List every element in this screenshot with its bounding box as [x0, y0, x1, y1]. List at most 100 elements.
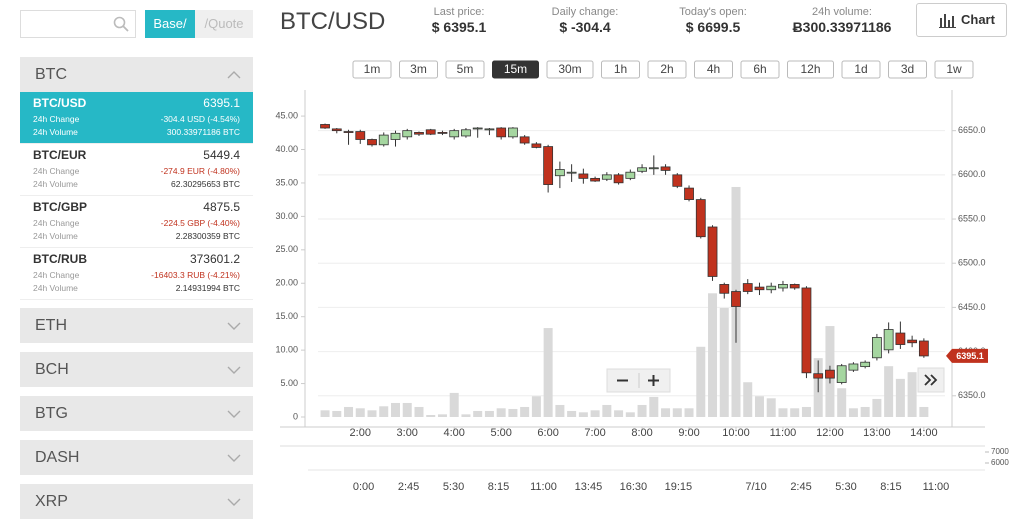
- y2-tick-label: 35.00: [275, 177, 298, 187]
- interval-box: [546, 60, 594, 79]
- pair-row[interactable]: BTC/GBP 4875.5 24h Change -224.5 GBP (-4.40…: [20, 196, 253, 248]
- interval-button[interactable]: 1m: [352, 60, 392, 79]
- stat-label: Today's open:: [679, 6, 747, 18]
- candle-body: [367, 139, 377, 146]
- interval-button[interactable]: 1w: [934, 60, 974, 79]
- candle-body: [907, 339, 918, 344]
- change-label: 24h Change: [33, 114, 80, 124]
- pair-name: BTC/USD: [33, 96, 87, 110]
- market-header[interactable]: ETH: [20, 308, 253, 343]
- interval-box: [787, 60, 834, 79]
- candle-body: [836, 365, 847, 383]
- volume-bar: [625, 412, 635, 417]
- pair-price: 5449.4: [203, 148, 240, 162]
- candle-body: [402, 130, 413, 138]
- y2-tick-label: 45.00: [275, 110, 298, 120]
- candle-body: [472, 127, 483, 130]
- interval-button[interactable]: 6h: [740, 60, 780, 79]
- x-tick-label: 12:00: [816, 427, 844, 439]
- pair-price: 373601.2: [189, 252, 240, 266]
- candle-body: [531, 143, 542, 148]
- interval-button[interactable]: 3d: [888, 60, 927, 79]
- interval-button[interactable]: 3m: [399, 60, 438, 79]
- candle-body: [378, 134, 389, 146]
- chevron: [227, 322, 241, 330]
- volume-bar: [367, 410, 377, 417]
- base-tab[interactable]: Base/: [145, 10, 195, 38]
- pair-row[interactable]: BTC/EUR 5449.4 24h Change -274.9 EUR (-4.80…: [20, 144, 253, 196]
- market-header[interactable]: DASH: [20, 440, 253, 475]
- navigator-x-tick-label: 5:30: [835, 481, 856, 493]
- pair-price: 6395.1: [203, 96, 240, 110]
- chevron: [227, 71, 241, 79]
- navigator-x-tick-label: 11:00: [530, 481, 557, 493]
- market-header[interactable]: BCH: [20, 352, 253, 387]
- market-header[interactable]: XRP: [20, 484, 253, 519]
- navigator-x-tick-label: 11:00: [923, 481, 950, 493]
- candle-body: [320, 124, 330, 129]
- volume-bar: [837, 388, 847, 417]
- scroll-forward[interactable]: [917, 367, 945, 393]
- pair-row[interactable]: BTC/USD 6395.1 24h Change -304.4 USD (-4.54…: [20, 92, 253, 144]
- candle-body: [519, 136, 530, 144]
- market-header[interactable]: BTG: [20, 396, 253, 431]
- interval-button[interactable]: 4h: [694, 60, 733, 79]
- change-label: 24h Change: [33, 166, 80, 176]
- search-box[interactable]: [20, 10, 136, 38]
- chart-button[interactable]: Chart: [916, 3, 1007, 37]
- candle-body: [355, 131, 366, 140]
- y2-tick-label: 15.00: [275, 311, 298, 321]
- interval-button[interactable]: 5m: [445, 60, 485, 79]
- volume-bar: [919, 406, 929, 417]
- x-tick-label: 8:00: [631, 427, 652, 439]
- interval-button[interactable]: 15m: [492, 60, 539, 79]
- navigator-y-tick-label: 7000: [991, 447, 1009, 456]
- volume-bar: [872, 398, 882, 417]
- interval-label: 5m: [457, 62, 474, 76]
- volume-bar: [449, 392, 459, 417]
- change-label: 24h Change: [33, 270, 80, 280]
- y2-tick-label: 30.00: [275, 211, 298, 221]
- volume-bar: [355, 408, 365, 417]
- interval-button[interactable]: 12h: [787, 60, 834, 79]
- interval-box: [445, 60, 485, 79]
- candle-body: [672, 174, 683, 187]
- volume-bar: [661, 408, 671, 417]
- pair-row[interactable]: BTC/RUB 373601.2 24h Change -16403.3 RUB (-…: [20, 248, 253, 300]
- volume-bar: [426, 414, 436, 417]
- navigator-x-tick-label: 19:15: [665, 481, 693, 493]
- interval-label: 2h: [660, 62, 673, 76]
- y2-tick-label: 25.00: [275, 244, 298, 254]
- zoom-control[interactable]: [606, 368, 671, 393]
- volume-label: 24h Volume: [33, 283, 78, 293]
- interval-label: 30m: [558, 62, 581, 76]
- volume-value: 2.28300359 BTC: [175, 231, 240, 241]
- interval-box: [841, 60, 881, 79]
- stat-label: 24h volume:: [812, 6, 872, 18]
- y2-tick-label: 40.00: [275, 144, 298, 154]
- market-header[interactable]: BTC: [20, 57, 253, 92]
- candle-body: [871, 337, 882, 359]
- interval-button[interactable]: 30m: [546, 60, 594, 79]
- interval-button[interactable]: 1h: [601, 60, 640, 79]
- interval-box: [934, 60, 974, 79]
- market-name: DASH: [35, 449, 80, 466]
- volume-bar: [484, 410, 494, 417]
- y2-tick-label: 20.00: [275, 278, 298, 288]
- candle-body: [860, 361, 871, 368]
- y-tick-label: 6550.0: [958, 213, 986, 223]
- x-tick-label: 14:00: [910, 427, 938, 439]
- interval-button[interactable]: 2h: [647, 60, 687, 79]
- volume-bar: [637, 404, 647, 417]
- quote-tab[interactable]: /Quote: [195, 10, 253, 38]
- volume-bar: [437, 414, 447, 417]
- interval-box: [694, 60, 733, 79]
- volume-bar: [543, 328, 553, 417]
- volume-value: 300.33971186 BTC: [166, 127, 240, 137]
- search-icon: [113, 16, 129, 32]
- candle-body: [848, 363, 859, 371]
- pair-name: BTC/EUR: [33, 148, 87, 162]
- volume-bar: [708, 293, 718, 417]
- interval-button[interactable]: 1d: [841, 60, 881, 79]
